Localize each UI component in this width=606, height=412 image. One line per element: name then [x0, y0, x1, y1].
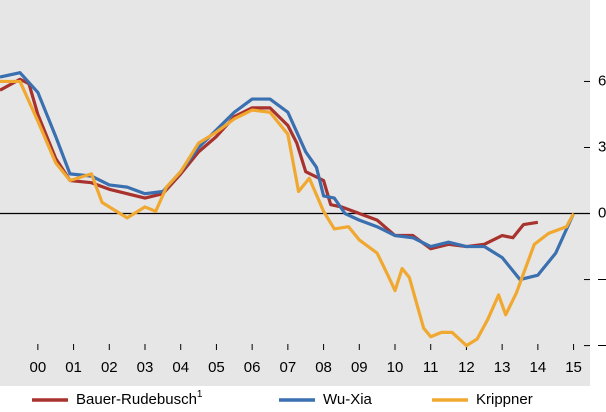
x-tick-label: 01 — [65, 359, 82, 376]
legend-name: Krippner — [476, 391, 533, 408]
x-tick-label: 15 — [565, 359, 582, 376]
y-tick-label: 3 — [598, 138, 606, 155]
y-tick-label: –6 — [598, 337, 606, 354]
y-tick-label: 6 — [598, 72, 606, 89]
legend-footnote: 1 — [197, 389, 203, 400]
legend-label: Wu-Xia — [323, 391, 373, 408]
x-tick-label: 04 — [172, 359, 189, 376]
series-line — [0, 79, 575, 348]
y-tick-label: –3 — [598, 271, 606, 288]
x-tick-label: 03 — [137, 359, 154, 376]
legend-name: Bauer-Rudebusch — [76, 391, 197, 408]
legend-name: Wu-Xia — [323, 391, 373, 408]
x-tick-label: 10 — [387, 359, 404, 376]
series-line — [0, 71, 576, 282]
x-tick-label: 05 — [208, 359, 225, 376]
y-tick-label: 0 — [598, 204, 606, 221]
x-tick-label: 14 — [530, 359, 547, 376]
plot-background — [0, 0, 590, 386]
x-tick-label: 02 — [101, 359, 118, 376]
x-tick-label: 13 — [494, 359, 511, 376]
x-tick-label: 07 — [280, 359, 297, 376]
legend-label: Krippner — [476, 391, 533, 408]
legend-label: Bauer-Rudebusch1 — [76, 389, 203, 408]
x-tick-label: 00 — [30, 359, 47, 376]
x-tick-label: 11 — [423, 359, 439, 376]
x-tick-label: 12 — [458, 359, 475, 376]
x-tick-label: 08 — [315, 359, 332, 376]
x-tick-label: 09 — [351, 359, 368, 376]
x-tick-label: 06 — [244, 359, 261, 376]
